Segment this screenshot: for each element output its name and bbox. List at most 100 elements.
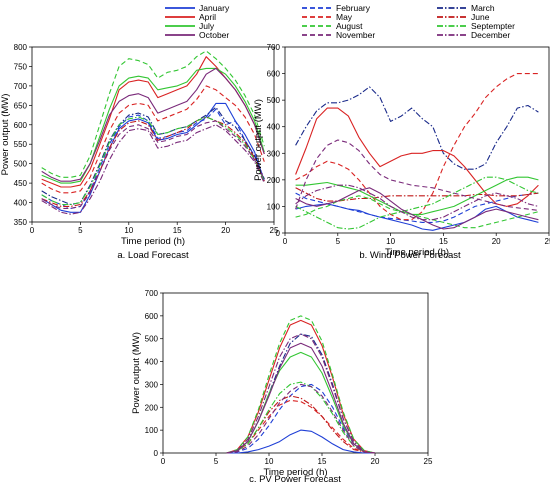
y-tick-label: 500 xyxy=(267,96,281,105)
y-tick-label: 550 xyxy=(14,140,28,149)
x-tick-label: 15 xyxy=(318,457,327,466)
legend-label: October xyxy=(199,30,229,40)
chart-caption: a. Load Forecast xyxy=(117,250,189,261)
series-line-november xyxy=(226,383,376,454)
legend-label: March xyxy=(471,3,495,13)
series-line-february xyxy=(295,192,539,223)
pv-power-forecast-chart: 0 5 10 15 20 25 0 100 200 300 400 500 600 700 Time per… xyxy=(131,289,433,485)
series-line-january xyxy=(226,429,375,454)
series-line-june xyxy=(41,116,265,207)
legend-label: February xyxy=(336,3,371,13)
x-tick-label: 0 xyxy=(30,226,35,235)
y-tick-label: 600 xyxy=(267,70,281,79)
y-tick-label: 200 xyxy=(267,176,281,185)
chart-caption: b. Wind Power Forecast xyxy=(359,250,461,261)
y-tick-label: 800 xyxy=(14,43,28,52)
series-line-septempter xyxy=(226,381,376,454)
x-tick-label: 25 xyxy=(424,457,433,466)
series-line-october xyxy=(226,342,376,454)
legend-label: January xyxy=(199,3,230,13)
plot-frame xyxy=(162,292,429,454)
legend-label: May xyxy=(336,12,353,22)
legend-label: Septempter xyxy=(471,21,515,31)
series-line-february xyxy=(226,383,376,454)
series-line-april xyxy=(41,56,265,188)
plot-frame xyxy=(284,46,550,234)
series-line-march xyxy=(41,106,265,206)
series-line-may xyxy=(295,73,539,221)
x-tick-label: 10 xyxy=(386,237,395,246)
series-line-july xyxy=(41,67,265,184)
y-axis-label: Power output (MW) xyxy=(0,94,11,176)
y-tick-label: 450 xyxy=(14,179,28,188)
legend-label: June xyxy=(471,12,490,22)
legend-label: April xyxy=(199,12,216,22)
series-line-december xyxy=(295,184,539,221)
x-tick-label: 10 xyxy=(265,457,274,466)
y-tick-label: 300 xyxy=(267,149,281,158)
series-line-december xyxy=(41,124,265,215)
series-line-october xyxy=(41,67,265,182)
legend-label: July xyxy=(199,21,215,31)
y-tick-label: 0 xyxy=(276,229,281,238)
series-line-june xyxy=(226,395,376,454)
legend-label: November xyxy=(336,30,375,40)
series-line-july xyxy=(295,176,539,215)
chart-caption: c. PV Power Forecast xyxy=(249,474,341,485)
series-line-april xyxy=(226,319,376,454)
load-forecast-chart: 0 5 10 15 20 25 350 400 450 500 550 600 650 700 750 800… xyxy=(0,43,279,261)
y-tick-label: 600 xyxy=(145,312,159,321)
x-tick-label: 10 xyxy=(124,226,133,235)
x-tick-label: 15 xyxy=(439,237,448,246)
x-tick-label: 5 xyxy=(336,237,341,246)
x-tick-label: 0 xyxy=(161,457,166,466)
series-line-november xyxy=(41,120,265,209)
y-tick-label: 750 xyxy=(14,62,28,71)
y-tick-label: 100 xyxy=(267,202,281,211)
y-tick-label: 400 xyxy=(14,199,28,208)
y-tick-label: 650 xyxy=(14,101,28,110)
y-tick-label: 600 xyxy=(14,121,28,130)
x-tick-label: 25 xyxy=(270,226,279,235)
series-line-august xyxy=(226,315,376,454)
legend: January February March April May June July Augu… xyxy=(165,3,515,40)
x-tick-label: 0 xyxy=(283,237,288,246)
legend-label: December xyxy=(471,30,510,40)
plot-frame xyxy=(31,46,275,223)
x-tick-label: 20 xyxy=(221,226,230,235)
x-tick-label: 20 xyxy=(371,457,380,466)
y-axis-label: Power output (MW) xyxy=(131,332,142,414)
y-tick-label: 0 xyxy=(154,449,159,458)
series-line-septempter xyxy=(41,116,265,206)
series-line-january xyxy=(41,102,265,213)
series-line-november xyxy=(295,139,539,211)
y-tick-label: 700 xyxy=(145,289,159,298)
legend-label: August xyxy=(336,21,363,31)
series-line-october xyxy=(295,187,539,230)
x-tick-label: 20 xyxy=(492,237,501,246)
y-tick-label: 350 xyxy=(14,218,28,227)
y-tick-label: 200 xyxy=(145,403,159,412)
y-tick-label: 700 xyxy=(14,82,28,91)
series-line-august xyxy=(41,50,265,178)
x-tick-label: 5 xyxy=(78,226,83,235)
y-tick-label: 100 xyxy=(145,426,159,435)
series-line-april xyxy=(295,107,539,207)
x-tick-label: 5 xyxy=(214,457,219,466)
y-tick-label: 500 xyxy=(14,160,28,169)
x-axis-label: Time period (h) xyxy=(385,247,449,258)
y-tick-label: 400 xyxy=(145,358,159,367)
x-axis-label: Time period (h) xyxy=(263,467,327,478)
series-line-march xyxy=(295,86,539,170)
series-line-february xyxy=(41,108,265,209)
series-line-septempter xyxy=(295,176,539,230)
y-tick-label: 400 xyxy=(267,123,281,132)
y-tick-label: 500 xyxy=(145,335,159,344)
series-line-may xyxy=(226,399,376,454)
series-line-december xyxy=(226,333,376,454)
y-tick-label: 700 xyxy=(267,43,281,52)
x-tick-label: 25 xyxy=(545,237,550,246)
series-line-june xyxy=(295,187,539,202)
